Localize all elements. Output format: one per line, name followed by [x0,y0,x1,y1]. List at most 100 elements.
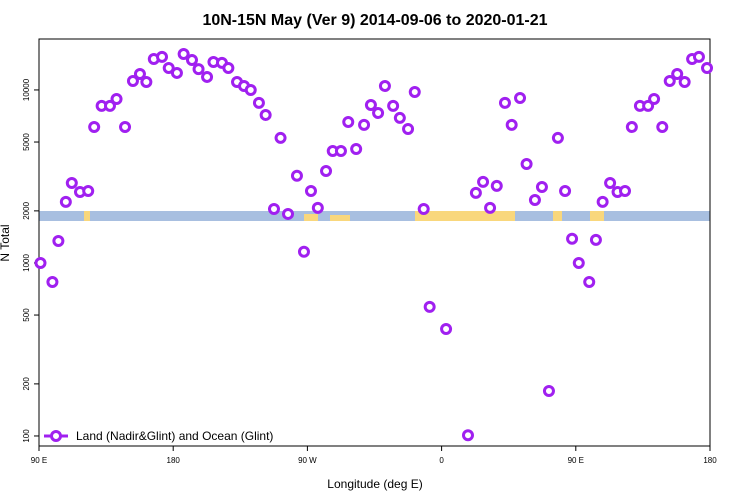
point [170,66,183,79]
y-tick-label: 2000 [22,201,31,219]
y-tick-label: 100 [22,429,31,443]
point [671,67,684,80]
point [59,195,72,208]
plot-frame [38,38,711,447]
point [162,61,175,74]
point [88,120,101,133]
land-band [590,211,604,221]
point [372,106,385,119]
point [46,276,59,289]
point [440,323,453,336]
x-tick-label: 90 W [298,456,317,465]
point [244,83,257,96]
point [378,79,391,92]
point [52,234,65,247]
land-band [553,211,562,221]
point [604,176,617,189]
point [678,76,691,89]
ocean-band [39,211,710,221]
x-tick-label: 0 [439,456,444,465]
point [103,99,116,112]
point [274,131,287,144]
point [583,276,596,289]
point [110,92,123,105]
point [417,203,430,216]
x-tick-label: 90 E [31,456,47,465]
point [252,96,265,109]
point [498,96,511,109]
point [490,179,503,192]
point [177,47,190,60]
point [34,256,47,269]
land-band [304,214,318,221]
y-tick-label: 200 [22,377,31,391]
point [82,185,95,198]
point [663,74,676,87]
land-band [84,211,90,221]
point [625,120,638,133]
point [267,203,280,216]
point [648,92,661,105]
point [290,169,303,182]
point [596,195,609,208]
chart-title: 10N-15N May (Ver 9) 2014-09-06 to 2020-0… [202,12,547,29]
point [140,76,153,89]
point [520,158,533,171]
point [185,53,198,66]
point [364,99,377,112]
point [192,63,205,76]
point [297,245,310,258]
point [342,115,355,128]
point [358,118,371,131]
point [387,99,400,112]
land-ocean-band [39,211,710,221]
point [589,233,602,246]
point [505,118,518,131]
point [259,108,272,121]
point [514,91,527,104]
point [484,201,497,214]
point [656,120,669,133]
point [334,144,347,157]
y-tick-label: 500 [22,308,31,322]
point [350,142,363,155]
x-tick-label: 90 E [568,456,584,465]
point [65,176,78,189]
point [126,74,139,87]
point [393,111,406,124]
point [119,120,132,133]
land-band [330,215,350,221]
x-tick-label: 180 [703,456,717,465]
legend-marker [50,430,62,442]
point [461,429,474,442]
land-band [415,211,515,221]
point [469,186,482,199]
point [551,131,564,144]
point [402,122,415,135]
y-tick-label: 5000 [22,133,31,151]
point [559,185,572,198]
point [156,50,169,63]
y-axis-label: N Total [0,224,12,261]
point [572,256,585,269]
point [311,201,324,214]
point [692,50,705,63]
legend-label: Land (Nadir&Glint) and Ocean (Glint) [76,429,273,443]
point [701,61,714,74]
legend: Land (Nadir&Glint) and Ocean (Glint) [44,429,273,443]
point [423,300,436,313]
point [304,185,317,198]
point [408,86,421,99]
point [320,165,333,178]
point [133,67,146,80]
y-tick-label: 10000 [22,78,31,101]
point [528,194,541,207]
y-tick-label: 1000 [22,254,31,272]
point [222,61,235,74]
x-axis-label: Longitude (deg E) [327,477,422,491]
point [535,180,548,193]
point [201,70,214,83]
point [566,232,579,245]
point [542,384,555,397]
